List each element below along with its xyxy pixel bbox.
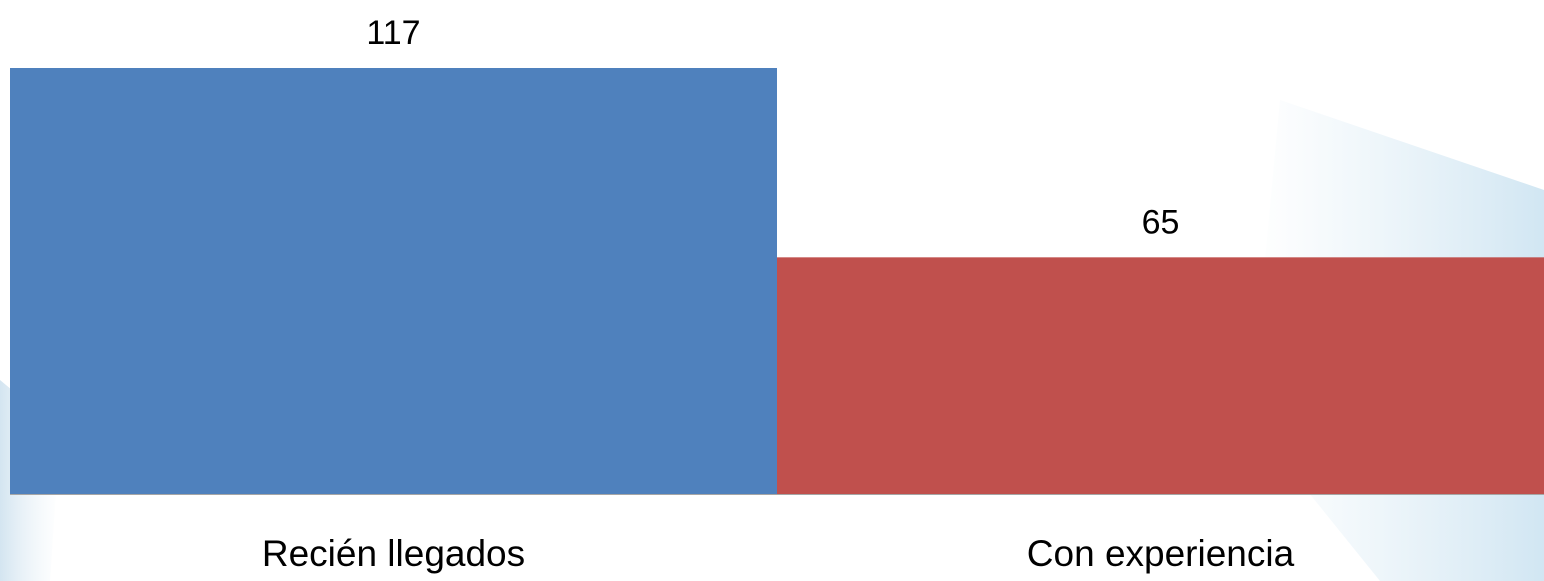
bar-1: [10, 68, 777, 494]
bar-2: [777, 257, 1544, 494]
category-label-1: Recién llegados: [262, 533, 525, 574]
category-label-2: Con experiencia: [1027, 533, 1295, 574]
data-label-1: 117: [366, 14, 420, 52]
data-label-2: 65: [1142, 203, 1180, 241]
